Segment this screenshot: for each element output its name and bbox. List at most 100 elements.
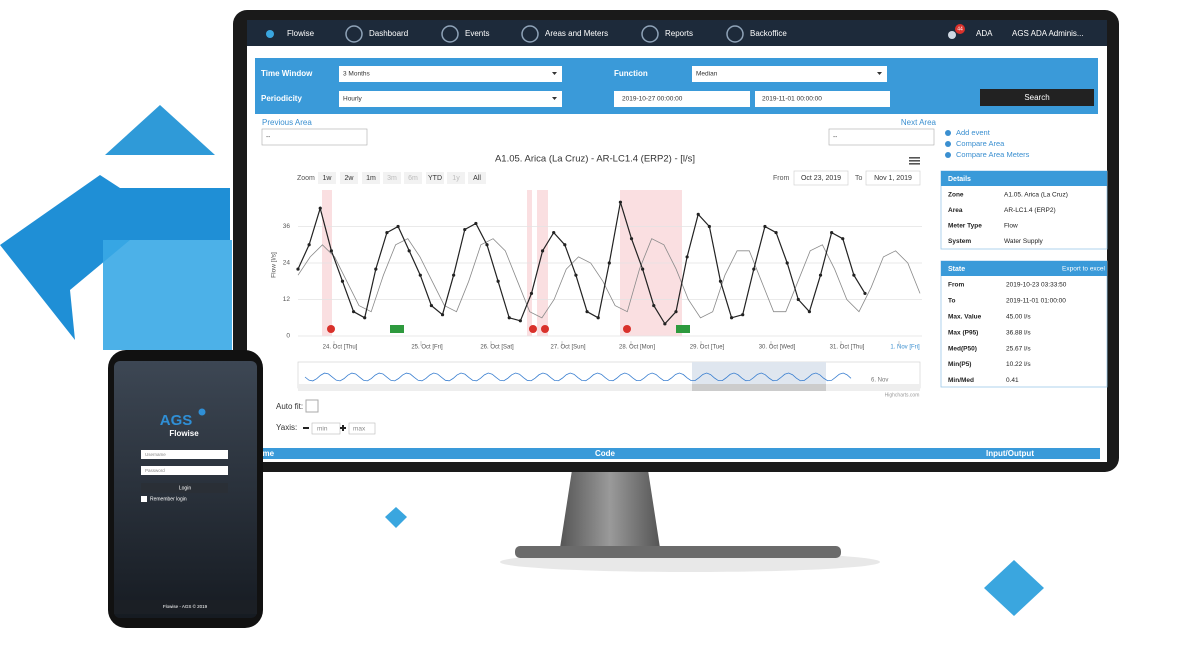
auto-fit-label: Auto fit: <box>276 402 303 411</box>
checkbox[interactable] <box>305 399 319 413</box>
table-header <box>255 448 1100 459</box>
deco-shape <box>0 175 230 340</box>
nav-item[interactable]: Events <box>465 29 489 38</box>
action-link[interactable]: Add event <box>956 128 991 137</box>
zoom-option: 1w <box>323 175 333 182</box>
minus-icon <box>303 427 309 429</box>
login-button[interactable] <box>141 483 228 493</box>
prev-select[interactable] <box>261 128 368 146</box>
next-area[interactable]: Next Area <box>901 118 937 127</box>
x-tick-label: 31. Oct [Thu] <box>830 345 865 351</box>
nav-item[interactable]: Reports <box>665 29 693 38</box>
zoom-button[interactable] <box>318 172 336 184</box>
data-point <box>351 310 356 314</box>
data-point <box>363 316 367 320</box>
user-menu[interactable]: AGS ADA Adminis... <box>1012 29 1084 38</box>
event-marker <box>390 325 404 333</box>
action-link[interactable]: Compare Area <box>956 139 1005 148</box>
x-tick-label: 26. Oct [Sat] <box>480 345 514 351</box>
ymin-placeholder: min <box>317 426 328 433</box>
zoom-button[interactable] <box>340 172 358 184</box>
details-header <box>941 171 1107 186</box>
function-select[interactable] <box>692 66 887 82</box>
deco-shape <box>105 105 215 155</box>
action-link[interactable]: Compare Area Meters <box>956 150 1030 159</box>
export-link[interactable]: Export to excel <box>1062 266 1106 273</box>
state-key: Min(P5) <box>948 361 971 368</box>
username-input[interactable] <box>141 450 228 459</box>
search-button[interactable] <box>980 89 1094 106</box>
data-point <box>641 267 645 271</box>
navigator-label: 6. Nov <box>871 378 888 384</box>
date-to: 2019-11-01 00:00:00 <box>762 96 822 103</box>
data-point <box>818 273 823 277</box>
event-marker <box>529 325 537 333</box>
zoom-button[interactable] <box>383 172 401 184</box>
data-point <box>529 291 534 296</box>
data-point <box>785 261 789 265</box>
detail-value: A1.05. Arica (La Cruz) <box>1004 192 1068 199</box>
detail-key: Zone <box>948 192 964 199</box>
zoom-button[interactable] <box>362 172 380 184</box>
date-from: 2019-10-27 00:00:00 <box>622 96 683 103</box>
data-point <box>429 303 434 308</box>
password-input[interactable] <box>141 466 228 475</box>
periodicity-select-value: Hourly <box>343 96 363 103</box>
data-point <box>385 230 389 235</box>
data-point <box>629 237 634 241</box>
x-tick-label: 30. Oct [Wed] <box>759 345 796 351</box>
logo-icon <box>266 30 274 38</box>
event-marker <box>327 325 335 333</box>
date-input[interactable] <box>755 91 890 107</box>
next-value: -- <box>833 134 837 141</box>
data-point <box>485 243 489 247</box>
zoom-option: 3m <box>387 175 397 182</box>
to-label: To <box>855 175 863 182</box>
zoom-option: YTD <box>428 175 442 182</box>
x-tick-label: 24. Oct [Thu] <box>323 345 358 351</box>
zoom-button[interactable] <box>468 172 486 184</box>
range-input[interactable] <box>865 170 921 186</box>
state-key: Med(P50) <box>948 345 977 352</box>
state-key: Max (P95) <box>948 329 978 336</box>
periodicity-select[interactable] <box>339 91 562 107</box>
zoom-button[interactable] <box>404 172 422 184</box>
y-tick-label: 0 <box>286 333 290 340</box>
zoom-button[interactable] <box>447 172 465 184</box>
detail-key: System <box>948 238 971 245</box>
y-tick-label: 24 <box>283 260 291 267</box>
range-input[interactable] <box>793 170 849 186</box>
state-title: State <box>948 266 965 273</box>
chart-title: A1.05. Arica (La Cruz) - AR-LC1.4 (ERP2)… <box>495 154 695 165</box>
event-marker <box>541 325 549 333</box>
x-tick-label: 1. Nov [Fri] <box>890 345 920 351</box>
data-point <box>307 243 311 247</box>
prev-area[interactable]: Previous Area <box>262 118 312 127</box>
zoom-label: Zoom <box>297 175 315 182</box>
date-input[interactable] <box>614 91 750 107</box>
bell-icon <box>948 31 956 39</box>
y-axis-label: Flow [l/s] <box>271 252 278 278</box>
nav-icon <box>345 25 363 43</box>
label: Periodicity <box>261 94 302 103</box>
data-point <box>607 261 611 265</box>
logo-drop <box>198 408 206 416</box>
y-tick-label: 12 <box>283 296 291 303</box>
series-line <box>297 202 866 325</box>
event-marker <box>623 325 631 333</box>
ymax-input[interactable] <box>348 422 376 435</box>
ymax-placeholder: max <box>353 426 366 433</box>
zoom-option: 2w <box>345 175 355 182</box>
zoom-button[interactable] <box>426 172 444 184</box>
data-point <box>463 227 467 232</box>
scrollbar <box>298 384 920 391</box>
next-select[interactable] <box>828 128 935 146</box>
nav-item[interactable]: Dashboard <box>369 29 408 38</box>
remember-checkbox[interactable] <box>141 496 147 502</box>
nav-item[interactable]: Backoffice <box>750 29 787 38</box>
column-header: ame <box>258 449 275 458</box>
time-window-select[interactable] <box>339 66 562 82</box>
data-point <box>763 224 767 229</box>
nav-item[interactable]: Areas and Meters <box>545 29 608 38</box>
data-point <box>563 243 567 247</box>
